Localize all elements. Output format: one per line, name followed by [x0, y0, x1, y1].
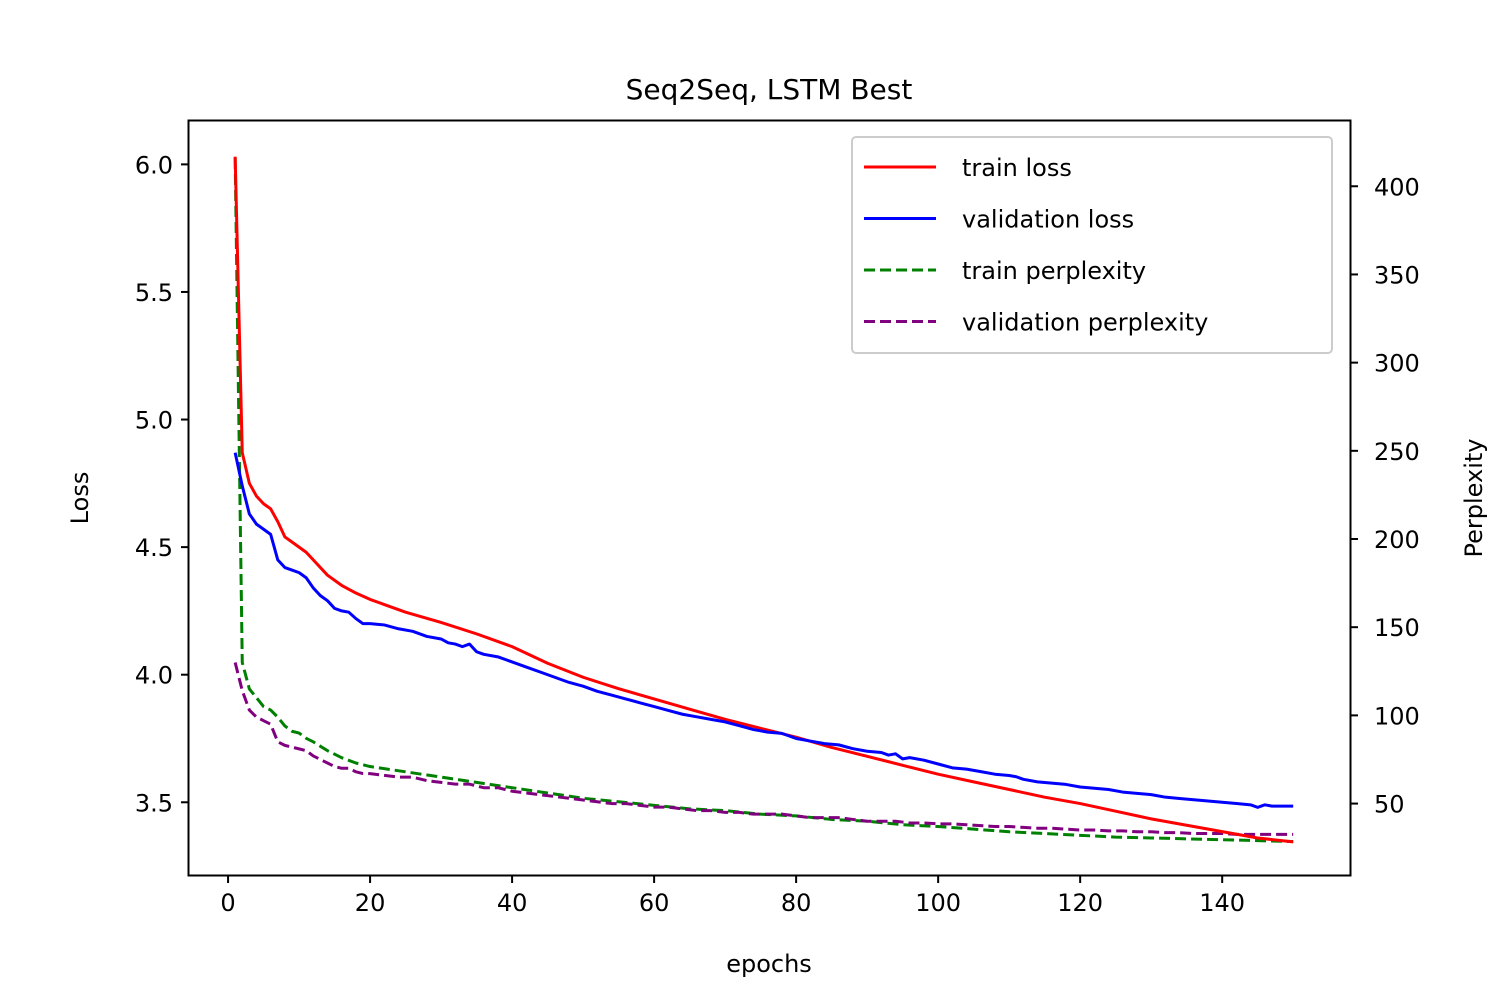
- series-line-validation-loss: [233, 452, 1294, 809]
- x-tick-label: 0: [220, 889, 235, 917]
- y2-tick-label: 250: [1374, 438, 1420, 466]
- legend-label: train perplexity: [962, 257, 1146, 285]
- x-tick-label: 40: [497, 889, 528, 917]
- legend-label: train loss: [962, 154, 1072, 182]
- y-axis-right: 50 100 150 200 250 300 350 400: [1350, 173, 1420, 819]
- y2-tick-label: 150: [1374, 614, 1420, 642]
- y-tick-label: 3.5: [135, 789, 173, 817]
- x-axis: 0 20 40 60 80 100 120 140: [220, 875, 1245, 917]
- y2-tick-label: 400: [1374, 173, 1420, 201]
- x-tick-label: 20: [355, 889, 386, 917]
- series-line-validation-perplexity: [233, 662, 1294, 836]
- legend-box: [851, 136, 1333, 354]
- x-tick-label: 100: [915, 889, 961, 917]
- y-tick-label: 4.5: [135, 534, 173, 562]
- plot-frame: [187, 119, 1352, 877]
- y2-tick-label: 100: [1374, 702, 1420, 730]
- x-axis-label: epochs: [726, 950, 812, 978]
- legend-label: validation loss: [962, 206, 1134, 234]
- y-axis-left: 3.5 4.0 4.5 5.0 5.5 6.0: [135, 151, 189, 817]
- legend-label: validation perplexity: [962, 309, 1208, 337]
- chart-title: Seq2Seq, LSTM Best: [626, 73, 913, 106]
- series-line-train-perplexity: [233, 158, 1294, 843]
- y-tick-label: 5.5: [135, 279, 173, 307]
- y2-axis-label: Perplexity: [1460, 439, 1488, 558]
- series-line-train-loss: [233, 156, 1294, 844]
- y2-tick-label: 200: [1374, 526, 1420, 554]
- x-tick-label: 140: [1199, 889, 1245, 917]
- y2-tick-label: 300: [1374, 350, 1420, 378]
- plot-area: [233, 156, 1294, 844]
- y2-tick-label: 50: [1374, 791, 1405, 819]
- x-tick-label: 60: [639, 889, 670, 917]
- x-tick-label: 120: [1057, 889, 1103, 917]
- y2-tick-label: 350: [1374, 261, 1420, 289]
- y-tick-label: 6.0: [135, 151, 173, 179]
- legend: train loss validation loss train perplexit…: [851, 136, 1333, 354]
- y-tick-label: 4.0: [135, 662, 173, 690]
- y-axis-label: Loss: [66, 472, 94, 525]
- y-tick-label: 5.0: [135, 407, 173, 435]
- x-tick-label: 80: [781, 889, 812, 917]
